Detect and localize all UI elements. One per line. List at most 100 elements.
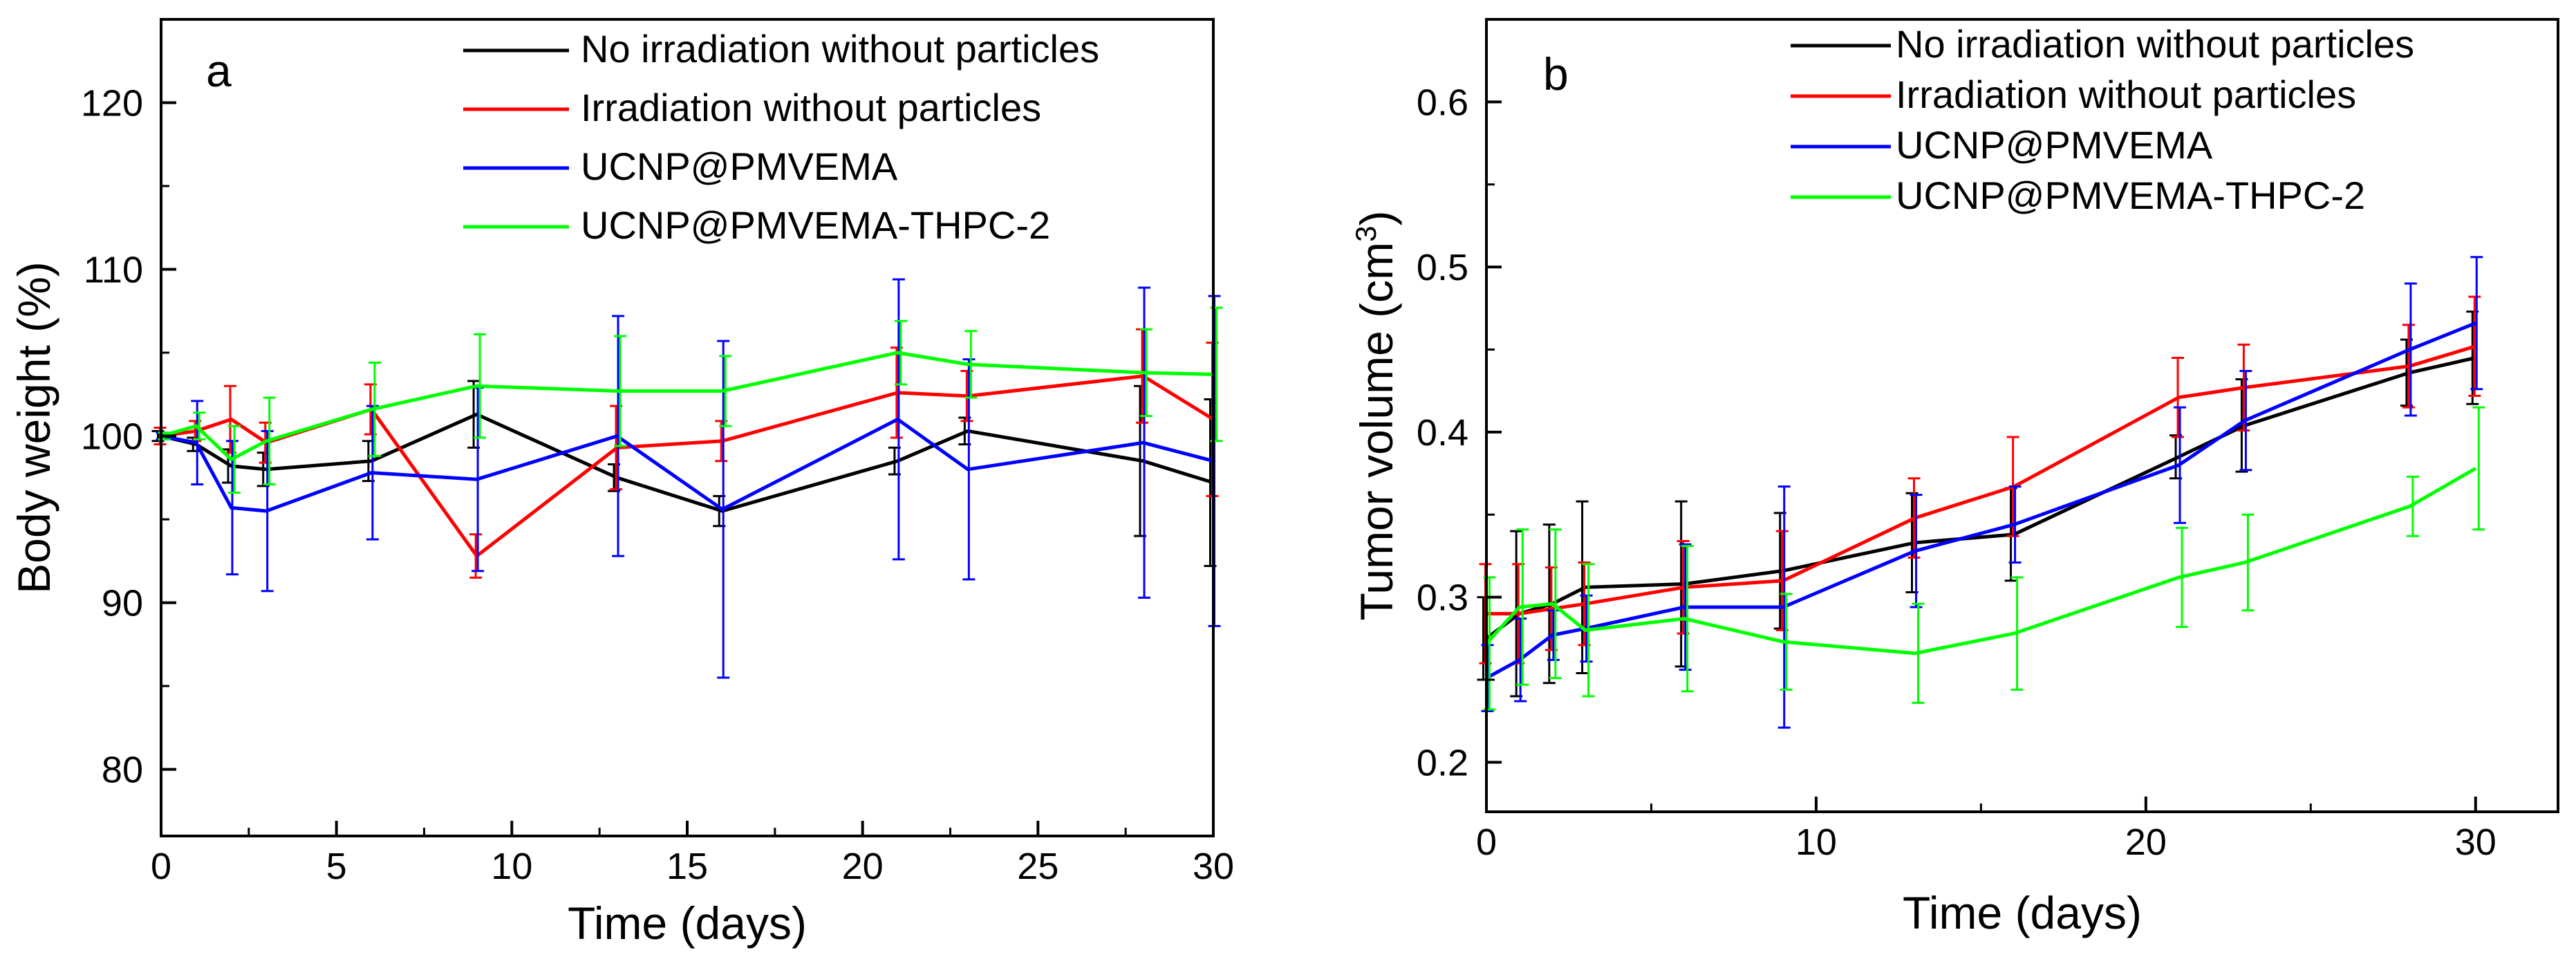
error-bar [2010,576,2024,691]
error-bar [2406,475,2419,537]
legend: No irradiation without particles Irradiat… [1791,22,2414,217]
error-bar [2008,485,2022,564]
error-bar [2237,343,2250,431]
error-bar [2174,406,2187,524]
x-tick-label: 0 [1476,821,1497,863]
legend-label: UCNP@PMVEMA [1896,123,2213,167]
error-bar [1516,528,1529,686]
plot-frame [1485,18,2559,813]
error-bar [263,396,276,485]
y-axis-label-main: Tumor volume (cm [1351,242,1402,621]
y-axis-label-close: ) [1351,211,1402,226]
x-tick-label: 30 [2455,821,2496,863]
y-tick-label: 0.4 [1417,412,1468,454]
y-tick-label: 120 [81,83,143,124]
series-4 [158,306,1223,494]
error-bar [1582,563,1595,698]
error-bar [1549,528,1562,680]
panel-label: a [206,45,232,96]
x-tick-label: 10 [1795,821,1837,863]
y-tick-label: 110 [84,250,143,291]
error-bar [1681,545,1694,693]
chart-a: 0 5 10 15 20 25 30 80 90 100 110 120 Time (days) Body… [8,18,1234,949]
error-bar [894,319,907,386]
series-1 [151,380,1217,568]
error-bar [2241,513,2255,612]
x-tick-label: 30 [1193,846,1234,887]
legend-entry: Irradiation without particles [1791,73,2356,116]
legend-label: No irradiation without particles [581,27,1099,71]
chart-b: 0 10 20 30 0.2 0.3 0.4 0.5 0.6 Time (days) Tumor v… [1350,18,2559,938]
legend-entry: No irradiation without particles [1791,22,2414,66]
x-tick-label: 20 [842,846,884,887]
error-bar [2404,282,2417,417]
error-bar [2470,256,2483,391]
series-line [1485,321,2476,680]
y-tick-label: 100 [81,416,143,458]
y-tick-label: 80 [102,750,143,791]
series-4 [1483,406,2485,711]
series-2 [153,328,1219,579]
legend-label: UCNP@PMVEMA [581,145,898,188]
x-tick-label: 20 [2125,821,2167,863]
error-bar [227,425,241,494]
legend-label: Irradiation without particles [581,86,1041,129]
error-bar [1777,485,1791,729]
x-tick-label: 10 [491,846,532,887]
y-tick-label: 90 [102,583,143,624]
series-2 [1479,295,2481,665]
error-bar [1138,286,1151,599]
error-bar [2468,295,2481,397]
legend-entry: UCNP@PMVEMA [463,145,898,188]
x-tick-label: 5 [326,846,347,887]
error-bar [964,330,978,399]
legend-entry: Irradiation without particles [463,86,1041,129]
error-bar [2239,370,2252,472]
legend: No irradiation without particles Irradiat… [463,27,1099,247]
y-axis-label: Body weight (%) [8,261,59,594]
x-tick-label: 25 [1017,846,1058,887]
x-tick-label: 15 [666,846,708,887]
legend-entry: UCNP@PMVEMA-THPC-2 [1791,174,2365,217]
error-bar [1910,494,1923,609]
error-bar [474,333,487,439]
series-line [160,374,1215,559]
legend-entry: UCNP@PMVEMA [1791,123,2213,167]
error-bar [1140,328,1153,418]
panel-label: b [1543,48,1569,100]
error-bar [614,335,627,447]
error-bar [368,362,381,457]
x-tick-label: 0 [151,846,171,887]
y-tick-label: 0.3 [1417,577,1468,619]
error-bar [193,411,206,440]
x-axis-label: Time (days) [568,898,807,949]
error-bar [962,358,976,581]
error-bar [892,278,905,561]
error-bar [1780,593,1793,691]
legend-label: No irradiation without particles [1896,22,2414,66]
y-tick-label: 0.5 [1417,247,1468,288]
series-line [1485,467,2477,656]
error-bar [225,440,239,576]
y-tick-label: 0.2 [1417,742,1468,783]
x-axis-label: Time (days) [1903,887,2142,938]
y-axis-label: Tumor volume (cm3) [1350,211,1402,621]
y-axis-label-superscript: 3 [1350,225,1382,241]
series-line [160,417,1214,513]
error-bar [2176,526,2189,629]
series-line [160,351,1214,462]
error-bar [2172,356,2185,438]
series-3 [156,278,1221,679]
error-bar [612,315,625,557]
legend-label: Irradiation without particles [1896,73,2356,116]
series-line [1486,344,2476,615]
y-tick-label: 0.6 [1417,82,1468,123]
error-bar [366,405,379,541]
error-bar [1547,609,1560,661]
error-bar [2402,324,2415,409]
error-bar [1907,477,1921,559]
error-bar [261,429,274,593]
error-bar [1514,617,1527,703]
series-3 [1481,256,2483,729]
